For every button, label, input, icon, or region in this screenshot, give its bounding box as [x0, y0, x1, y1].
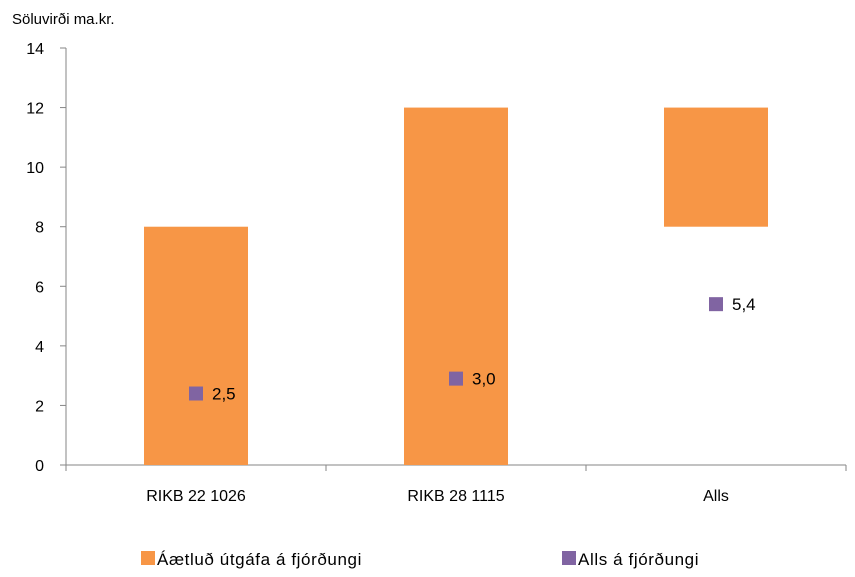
y-tick-label: 6 [35, 279, 44, 296]
bar [664, 107, 768, 227]
data-label: 2,5 [212, 385, 236, 404]
markers: 2,5 3,0 5,4 [189, 295, 756, 404]
x-tick-label: RIKB 28 1115 [407, 488, 504, 505]
x-tick-label: Alls [703, 488, 729, 505]
marker-point [189, 386, 203, 401]
marker-point [709, 297, 723, 312]
x-tick-label: RIKB 22 1026 [146, 488, 246, 505]
legend-label-total: Alls á fjórðungi [578, 550, 699, 569]
marker-point [449, 371, 463, 386]
y-axis-unit-label: Söluvirði ma.kr. [12, 11, 115, 28]
y-tick-label: 10 [26, 160, 44, 177]
y-tick-label: 8 [35, 220, 44, 237]
legend-swatch-planned [141, 551, 155, 565]
y-tick-label: 0 [35, 458, 44, 475]
legend: Áætluð útgáfa á fjórðungi Alls á fjórðung… [141, 550, 699, 569]
legend-label-planned: Áætluð útgáfa á fjórðungi [157, 550, 362, 569]
bars [144, 107, 768, 466]
y-tick-label: 14 [26, 41, 44, 58]
bar [144, 226, 248, 465]
y-tick-label: 12 [26, 101, 44, 118]
y-tick-label: 2 [35, 398, 44, 415]
bar [404, 107, 508, 466]
y-tick-label: 4 [35, 339, 44, 356]
legend-swatch-total [562, 551, 576, 565]
axes: 0 2 4 6 8 10 12 14 RIKB 22 1026 RIKB 28 1115 Alls [26, 41, 847, 505]
data-label: 5,4 [732, 295, 756, 314]
data-label: 3,0 [472, 370, 496, 389]
